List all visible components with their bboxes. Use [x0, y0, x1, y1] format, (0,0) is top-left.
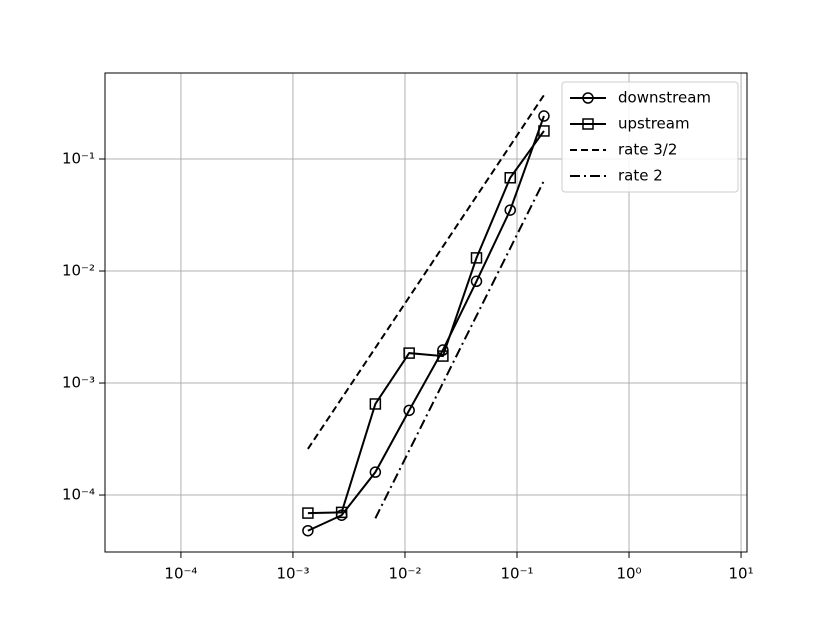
series-line	[307, 94, 545, 450]
data-point	[504, 172, 516, 184]
data-point	[302, 524, 314, 537]
x-tick-label: 10¹	[728, 565, 753, 583]
legend-label: upstream	[618, 115, 690, 133]
data-point	[369, 398, 382, 410]
data-point	[369, 466, 382, 478]
y-tick-label: 10⁻¹	[62, 150, 95, 168]
data-point	[470, 252, 483, 264]
x-tick-label: 10⁻¹	[500, 565, 533, 583]
data-point	[470, 275, 483, 288]
plot-frame	[104, 72, 748, 553]
legend-label: rate 3/2	[618, 141, 677, 159]
data-point	[403, 347, 415, 359]
data-point	[437, 350, 449, 362]
data-point	[335, 506, 348, 519]
legend-box	[561, 81, 739, 193]
data-point	[538, 110, 550, 122]
data-point	[538, 125, 550, 137]
x-tick-label: 10⁻⁴	[164, 565, 197, 583]
y-tick-label: 10⁻²	[62, 262, 95, 280]
legend-label: rate 2	[618, 167, 663, 185]
y-tick-label: 10⁻⁴	[62, 486, 95, 504]
x-tick-label: 10⁻²	[388, 565, 421, 583]
series-line	[307, 130, 545, 515]
data-point	[403, 404, 415, 417]
series-line	[307, 115, 545, 532]
x-tick-label: 10⁰	[616, 565, 641, 583]
data-point	[302, 507, 314, 519]
legend-marker	[582, 118, 594, 130]
series-line	[374, 180, 545, 519]
legend-label: downstream	[618, 89, 711, 107]
x-tick-label: 10⁻³	[276, 565, 309, 583]
y-tick-label: 10⁻³	[62, 374, 95, 392]
legend-marker	[582, 92, 594, 104]
data-point	[504, 204, 516, 216]
